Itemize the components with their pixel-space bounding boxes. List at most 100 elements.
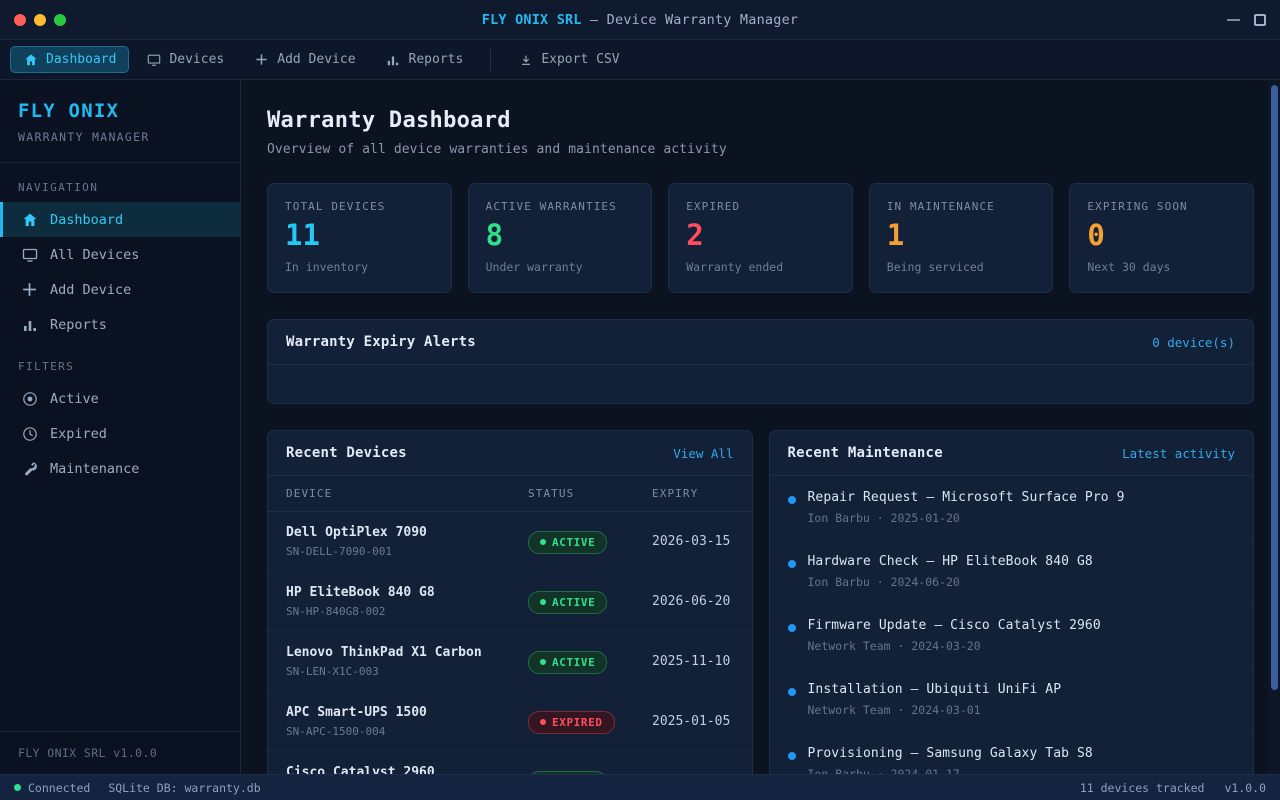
monitor-icon	[146, 52, 161, 67]
window-title-brand: FLY ONIX SRL	[481, 11, 582, 28]
toolbar-item-dashboard[interactable]: Dashboard	[10, 46, 130, 73]
table-row[interactable]: Dell OptiPlex 7090 SN-DELL-7090-001 ACTI…	[268, 512, 752, 573]
device-name: Lenovo ThinkPad X1 Carbon	[286, 645, 482, 661]
list-item[interactable]: Repair Request — Microsoft Surface Pro 9…	[769, 476, 1253, 541]
maximize-icon[interactable]	[1254, 13, 1266, 26]
wrench-icon	[21, 460, 38, 477]
main-content: Warranty Dashboard Overview of all devic…	[241, 80, 1280, 774]
minimize-icon[interactable]	[1227, 18, 1240, 21]
app-body: FLY ONIX WARRANTY MANAGER NAVIGATION Das…	[0, 80, 1280, 774]
stat-value: 11	[285, 218, 320, 252]
expiry-date: 2026-03-15	[652, 534, 731, 550]
sidebar-item-reports[interactable]: Reports	[0, 307, 240, 342]
clock-icon	[21, 425, 38, 442]
maintenance-title: Repair Request — Microsoft Surface Pro 9	[807, 490, 1125, 506]
scrollbar-thumb[interactable]	[1271, 85, 1278, 690]
device-name: APC Smart-UPS 1500	[286, 705, 427, 721]
toolbar-item-label: Devices	[169, 52, 225, 67]
device-cell: HP EliteBook 840 G8 SN-HP-840G8-002	[286, 585, 528, 618]
stat-label: EXPIRED	[686, 200, 741, 213]
status-badge: EXPIRED	[528, 710, 615, 734]
toolbar-item-add-device[interactable]: Add Device	[241, 46, 368, 73]
latest-activity-link[interactable]: Latest activity	[1122, 445, 1235, 461]
sidebar-item-all-devices[interactable]: All Devices	[0, 237, 240, 272]
status-badge: ACTIVE	[528, 530, 608, 554]
recent-maintenance-title: Recent Maintenance	[787, 445, 943, 462]
list-item[interactable]: Firmware Update — Cisco Catalyst 2960 Ne…	[769, 604, 1253, 669]
device-cell: Dell OptiPlex 7090 SN-DELL-7090-001	[286, 525, 528, 558]
toolbar-item-reports[interactable]: Reports	[373, 46, 477, 73]
maintenance-title: Firmware Update — Cisco Catalyst 2960	[807, 618, 1101, 634]
sidebar-item-label: Add Device	[50, 281, 132, 298]
page-subtitle: Overview of all device warranties and ma…	[267, 142, 727, 157]
bullet-icon	[787, 752, 796, 761]
sidebar-spacer	[0, 486, 240, 731]
device-name: Dell OptiPlex 7090	[286, 525, 427, 541]
status-label: ACTIVE	[552, 655, 596, 669]
view-all-link[interactable]: View All	[673, 445, 734, 461]
table-header-row: DEVICE STATUS EXPIRY	[268, 476, 752, 513]
sidebar-filter-expired[interactable]: Expired	[0, 416, 240, 451]
stat-card-expiring-soon[interactable]: EXPIRING SOON 0 Next 30 days	[1069, 183, 1254, 294]
status-dot-icon	[540, 719, 546, 726]
status-dot-icon	[540, 659, 546, 666]
sidebar-item-label: Maintenance	[50, 460, 140, 477]
stat-hint: Warranty ended	[686, 260, 784, 275]
page-title: Warranty Dashboard	[267, 108, 511, 133]
list-item[interactable]: Installation — Ubiquiti UniFi AP Network…	[769, 668, 1253, 733]
home-icon	[21, 211, 38, 228]
sidebar-filter-active[interactable]: Active	[0, 381, 240, 416]
maximize-window-button[interactable]	[54, 13, 66, 26]
recent-maintenance-panel: Recent Maintenance Latest activity Repai…	[768, 430, 1254, 774]
close-window-button[interactable]	[14, 13, 26, 26]
table-row[interactable]: Cisco Catalyst 2960 SN-CISCO-2960-005 AC…	[268, 752, 752, 774]
recent-devices-panel: Recent Devices View All DEVICE STATUS EX…	[267, 430, 753, 774]
status-cell: ACTIVE	[528, 770, 652, 774]
stat-card-total-devices[interactable]: TOTAL DEVICES 11 In inventory	[267, 183, 452, 294]
stat-value: 0	[1087, 218, 1105, 252]
column-header-device: DEVICE	[286, 487, 333, 501]
main-scrollbar[interactable]	[1268, 80, 1280, 774]
device-cell: APC Smart-UPS 1500 SN-APC-1500-004	[286, 705, 528, 738]
alerts-count: 0 device(s)	[1152, 334, 1235, 350]
status-bar-left: Connected SQLite DB: warranty.db	[14, 781, 261, 795]
sidebar-subtitle: WARRANTY MANAGER	[18, 130, 150, 144]
status-dot-icon	[540, 599, 546, 606]
database-label: SQLite DB: warranty.db	[108, 780, 261, 795]
maintenance-title: Provisioning — Samsung Galaxy Tab S8	[807, 746, 1093, 762]
table-row[interactable]: HP EliteBook 840 G8 SN-HP-840G8-002 ACTI…	[268, 572, 752, 633]
toolbar-item-label: Dashboard	[46, 52, 117, 67]
table-row[interactable]: Lenovo ThinkPad X1 Carbon SN-LEN-X1C-003…	[268, 632, 752, 693]
sidebar-filter-maintenance[interactable]: Maintenance	[0, 451, 240, 486]
stat-label: IN MAINTENANCE	[886, 200, 995, 213]
sidebar-item-label: Dashboard	[50, 211, 124, 228]
list-item[interactable]: Hardware Check — HP EliteBook 840 G8 Ion…	[769, 540, 1253, 605]
bullet-icon	[787, 688, 796, 697]
column-header-status: STATUS	[528, 487, 575, 501]
list-item[interactable]: Provisioning — Samsung Galaxy Tab S8 Ion…	[770, 732, 1254, 774]
table-row[interactable]: APC Smart-UPS 1500 SN-APC-1500-004 EXPIR…	[268, 692, 752, 753]
sidebar-item-add-device[interactable]: Add Device	[0, 272, 240, 307]
status-badge: ACTIVE	[528, 650, 608, 674]
sidebar-item-label: Active	[50, 390, 99, 407]
stat-card-expired[interactable]: EXPIRED 2 Warranty ended	[668, 183, 853, 294]
download-icon	[518, 52, 533, 67]
sidebar-item-dashboard[interactable]: Dashboard	[0, 202, 240, 237]
toolbar-item-export-csv[interactable]: Export CSV	[505, 46, 632, 73]
alerts-empty-body	[268, 365, 1253, 403]
stat-card-active-warranties[interactable]: ACTIVE WARRANTIES 8 Under warranty	[467, 183, 653, 294]
stat-card-in-maintenance[interactable]: IN MAINTENANCE 1 Being serviced	[868, 183, 1054, 294]
panel-header: Recent Maintenance Latest activity	[769, 431, 1253, 477]
maintenance-meta: Ion Barbu · 2025-01-20	[807, 511, 960, 526]
stat-card-row: TOTAL DEVICES 11 In inventory ACTIVE WAR…	[267, 183, 1254, 294]
bar-chart-icon	[21, 316, 38, 333]
devices-tracked-label: 11 devices tracked	[1079, 780, 1205, 795]
maintenance-meta: Network Team · 2024-03-20	[807, 639, 981, 654]
minimize-window-button[interactable]	[34, 13, 46, 26]
bullet-icon	[787, 624, 796, 633]
toolbar-item-label: Export CSV	[541, 52, 620, 67]
toolbar-item-devices[interactable]: Devices	[133, 46, 237, 73]
panel-header: Recent Devices View All	[268, 431, 752, 477]
stat-value: 2	[686, 218, 704, 252]
sidebar-brand: FLY ONIX WARRANTY MANAGER	[0, 80, 240, 163]
